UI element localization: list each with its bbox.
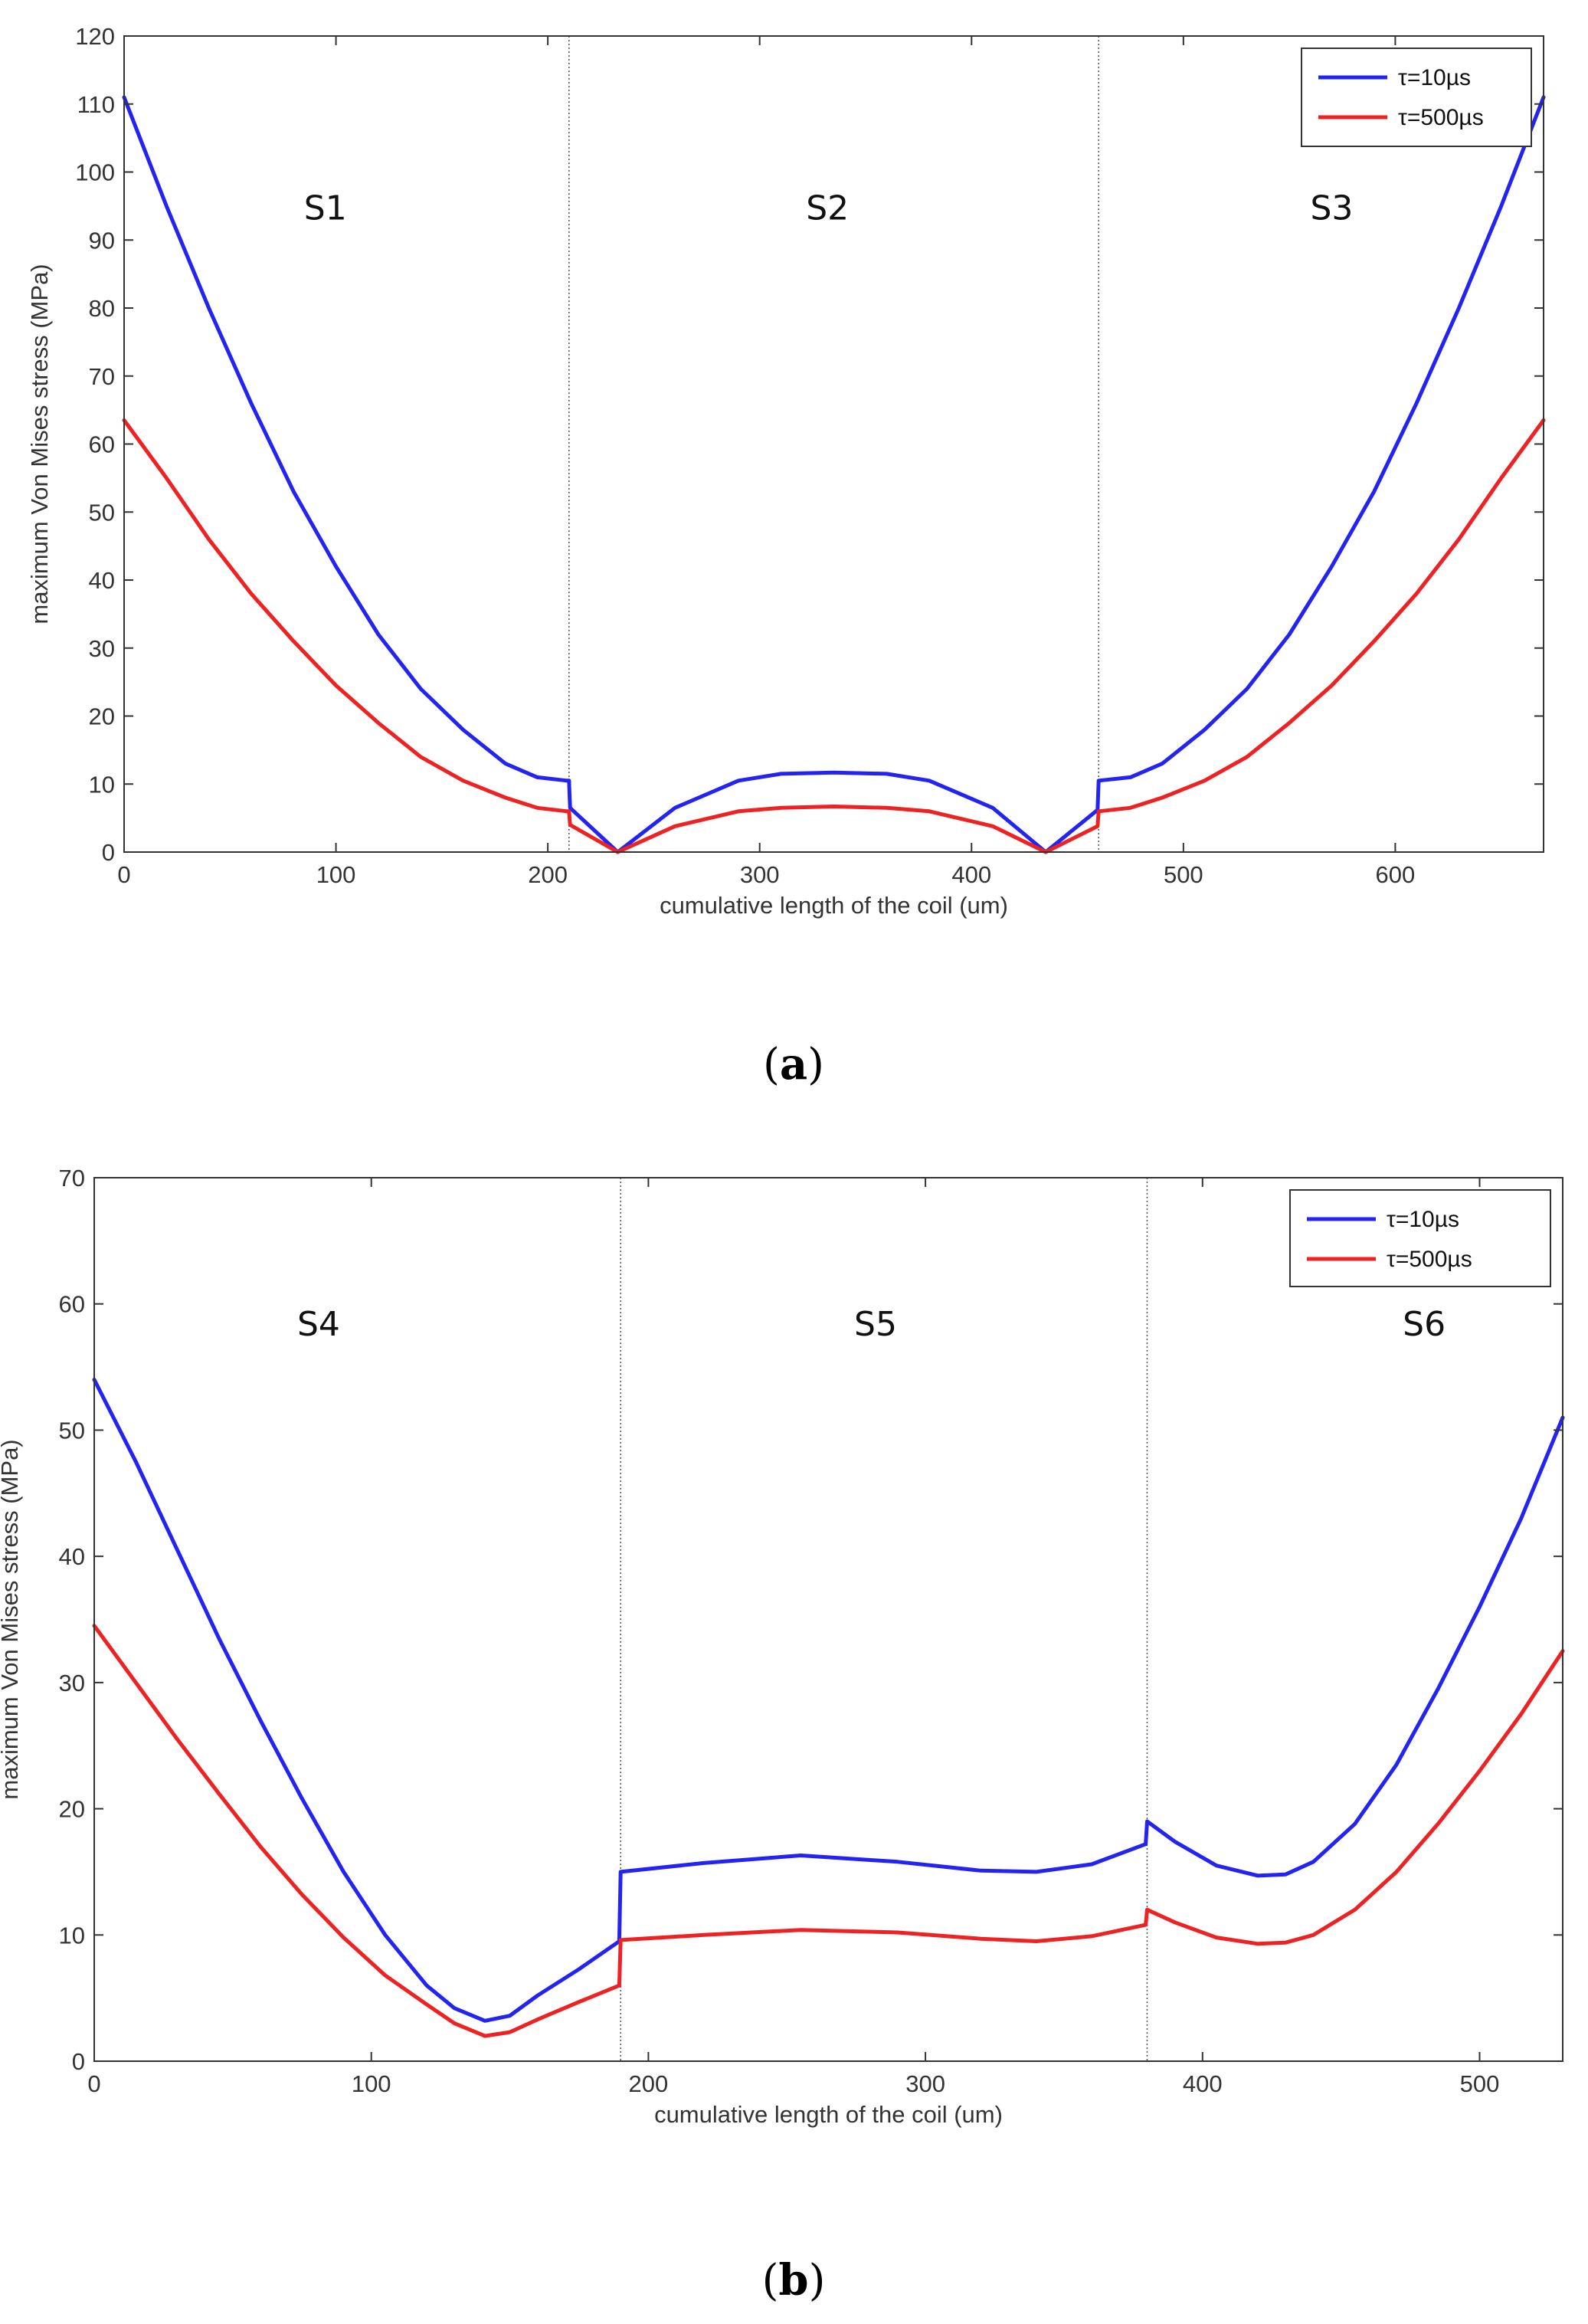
chart-a-y-axis-label: maximum Von Mises stress (MPa) bbox=[26, 264, 53, 624]
chart-b-y-tick-label: 40 bbox=[59, 1543, 85, 1570]
chart-b-x-tick-label: 200 bbox=[629, 2070, 669, 2097]
chart-a-y-tick-label: 10 bbox=[89, 771, 115, 798]
chart-a-region-label-s3: S3 bbox=[1310, 189, 1353, 228]
chart-a-y-tick-label: 110 bbox=[77, 91, 115, 118]
chart-a-legend-label-tau-10us: τ=10µs bbox=[1398, 65, 1471, 90]
chart-b-region-label-s5: S5 bbox=[854, 1305, 897, 1344]
chart-b-y-tick-label: 30 bbox=[59, 1670, 85, 1696]
panel-label-a: (a) bbox=[763, 1039, 824, 1090]
panel-label-b: (b) bbox=[762, 2255, 826, 2306]
chart-a-x-tick-label: 200 bbox=[528, 861, 568, 888]
chart-a-legend-label-tau-500us: τ=500µs bbox=[1398, 105, 1484, 130]
chart-a-y-tick-label: 60 bbox=[89, 431, 115, 458]
chart-panel-a: S1 S2 S3 0 100 200 300 400 500 600 0 10 20 30 40 50 60 70… bbox=[26, 23, 1546, 1090]
chart-b-x-axis-label: cumulative length of the coil (um) bbox=[654, 2101, 1003, 2128]
chart-b-legend-label-tau-10us: τ=10µs bbox=[1387, 1207, 1459, 1232]
chart-a-y-tick-label: 20 bbox=[89, 703, 115, 730]
chart-a-y-tick-label: 100 bbox=[75, 159, 115, 186]
chart-a-y-tick-label: 90 bbox=[89, 227, 115, 254]
chart-b-y-tick-label: 10 bbox=[59, 1922, 85, 1949]
chart-b-y-tick-label: 50 bbox=[59, 1417, 85, 1444]
chart-a-region-label-s2: S2 bbox=[806, 189, 849, 228]
chart-a-x-tick-label: 400 bbox=[951, 861, 991, 888]
chart-a-y-tick-label: 120 bbox=[75, 23, 115, 50]
chart-a-y-tick-label: 0 bbox=[102, 839, 115, 866]
chart-a-y-tick-label: 70 bbox=[89, 363, 115, 390]
chart-b-plot-area bbox=[94, 1178, 1563, 2061]
chart-b-y-tick-label: 0 bbox=[72, 2048, 85, 2075]
chart-b-axes-frame bbox=[93, 1177, 1563, 2062]
chart-a-legend-box bbox=[1301, 48, 1532, 147]
chart-a-plot-area bbox=[124, 36, 1544, 852]
chart-a-region-label-s1: S1 bbox=[304, 189, 347, 228]
chart-b-x-tick-label: 100 bbox=[352, 2070, 391, 2097]
chart-b-x-tick-label: 300 bbox=[905, 2070, 945, 2097]
chart-b-legend-box bbox=[1289, 1189, 1551, 1287]
chart-a-y-tick-label: 80 bbox=[89, 295, 115, 322]
chart-b-series-tau-500us-line bbox=[92, 1624, 1565, 2038]
chart-b-y-axis-label: maximum Von Mises stress (MPa) bbox=[0, 1439, 23, 1799]
chart-a-series-tau-500us-line bbox=[122, 418, 1546, 854]
chart-panel-b: S4 S5 S6 0 100 200 300 400 500 0 10 20 30 40 50 60 70 cum… bbox=[0, 1165, 1565, 2306]
chart-b-x-tick-label: 400 bbox=[1183, 2070, 1223, 2097]
chart-b-series-tau-10us-line bbox=[92, 1378, 1565, 2023]
chart-a-x-tick-label: 600 bbox=[1376, 861, 1416, 888]
chart-b-x-tick-label: 500 bbox=[1460, 2070, 1500, 2097]
chart-a-x-tick-label: 300 bbox=[740, 861, 780, 888]
chart-a-y-tick-label: 40 bbox=[89, 567, 115, 594]
chart-b-y-tick-label: 60 bbox=[59, 1291, 85, 1318]
chart-b-x-tick-label: 0 bbox=[87, 2070, 100, 2097]
chart-b-region-label-s6: S6 bbox=[1403, 1305, 1446, 1344]
chart-b-legend-label-tau-500us: τ=500µs bbox=[1387, 1247, 1472, 1272]
chart-a-x-tick-label: 100 bbox=[316, 861, 356, 888]
chart-a-x-tick-label: 500 bbox=[1164, 861, 1203, 888]
chart-a-y-tick-label: 30 bbox=[89, 635, 115, 662]
chart-a-series-tau-10us-line bbox=[122, 95, 1546, 854]
chart-b-y-tick-label: 70 bbox=[59, 1165, 85, 1192]
chart-a-y-tick-label: 50 bbox=[89, 499, 115, 526]
chart-a-x-tick-label: 0 bbox=[117, 861, 130, 888]
chart-a-x-axis-label: cumulative length of the coil (um) bbox=[660, 892, 1008, 919]
chart-b-y-tick-label: 20 bbox=[59, 1796, 85, 1823]
chart-b-region-label-s4: S4 bbox=[297, 1305, 340, 1344]
